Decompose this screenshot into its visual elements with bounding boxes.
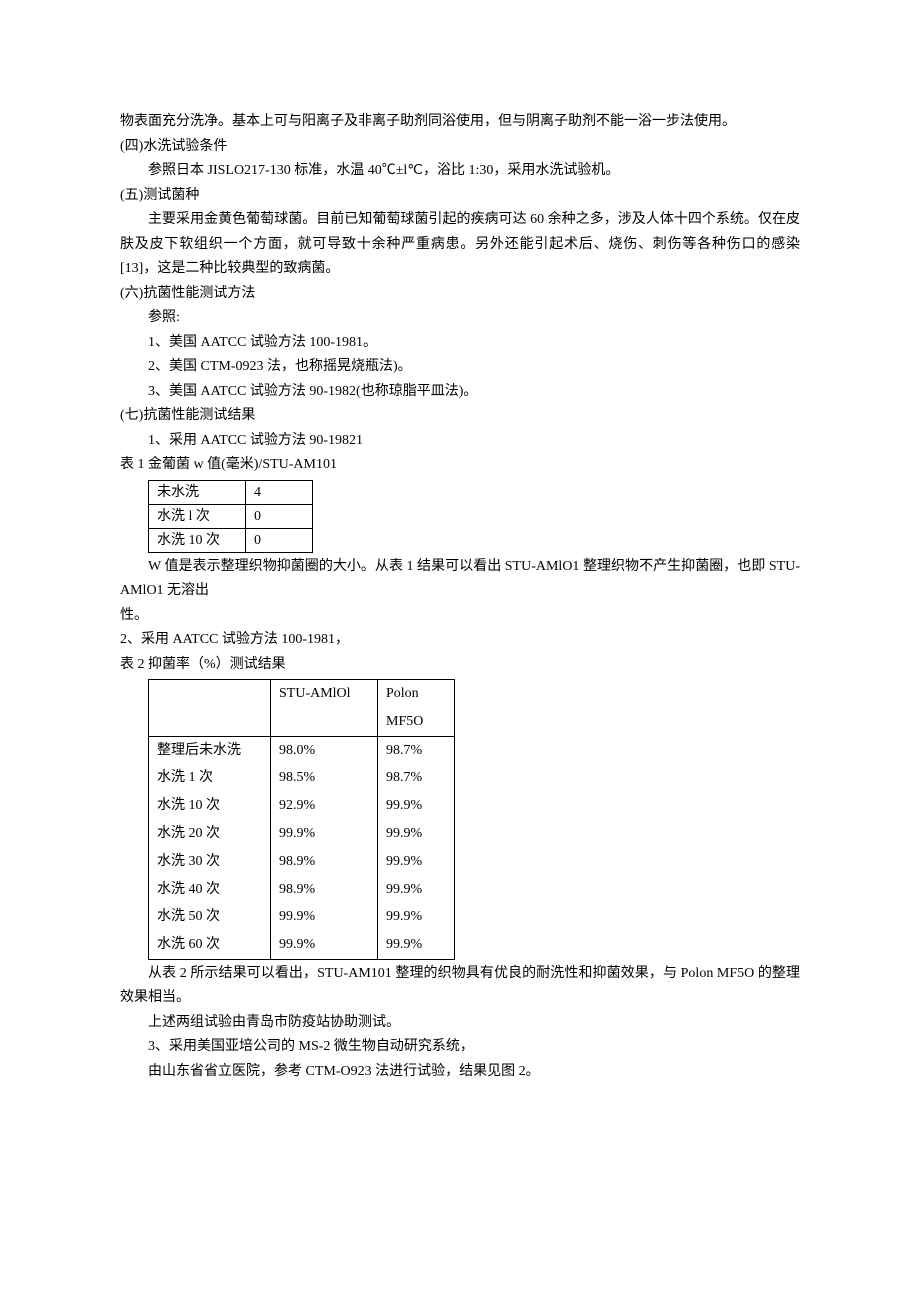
table-cell: 水洗 l 次 — [149, 504, 246, 528]
table-cell: 98.7% — [378, 764, 455, 792]
table-cell: 4 — [246, 480, 313, 504]
table-row: 水洗 30 次 98.9% 99.9% — [149, 848, 455, 876]
table-cell: 整理后未水洗 — [149, 736, 271, 764]
table-cell: 99.9% — [271, 820, 378, 848]
paragraph: 性。 — [120, 604, 800, 629]
paragraph: 参照日本 JISLO217-130 标准，水温 40℃±l℃，浴比 1:30，采… — [120, 159, 800, 184]
table-cell: 水洗 10 次 — [149, 528, 246, 552]
paragraph: 物表面充分洗净。基本上可与阳离子及非离子助剂同浴使用，但与阴离子助剂不能一浴一步… — [120, 110, 800, 135]
table-cell: 水洗 10 次 — [149, 792, 271, 820]
paragraph: 上述两组试验由青岛市防疫站协助测试。 — [120, 1011, 800, 1036]
table-header-cell: Polon — [378, 680, 455, 708]
table-cell: 99.9% — [378, 848, 455, 876]
table-cell: 98.0% — [271, 736, 378, 764]
table-header-row: MF5O — [149, 708, 455, 736]
table-cell: 98.9% — [271, 848, 378, 876]
table-cell: 水洗 1 次 — [149, 764, 271, 792]
paragraph: 主要采用金黄色葡萄球菌。目前已知葡萄球菌引起的疾病可达 60 余种之多，涉及人体… — [120, 208, 800, 282]
paragraph: 由山东省省立医院，参考 CTM-O923 法进行试验，结果见图 2。 — [120, 1060, 800, 1085]
list-item: 1、采用 AATCC 试验方法 90-19821 — [120, 429, 800, 454]
table-1: 未水洗 4 水洗 l 次 0 水洗 10 次 0 — [148, 480, 313, 553]
table-row: 水洗 l 次 0 — [149, 504, 313, 528]
table-row: 水洗 40 次 98.9% 99.9% — [149, 876, 455, 904]
table-caption-2: 表 2 抑菌率（%）测试结果 — [120, 653, 800, 678]
section-heading-7: (七)抗菌性能测试结果 — [120, 404, 800, 429]
table-cell: 水洗 30 次 — [149, 848, 271, 876]
table-cell: 水洗 40 次 — [149, 876, 271, 904]
table-cell: 99.9% — [378, 792, 455, 820]
paragraph: 参照: — [120, 306, 800, 331]
table-cell: 水洗 50 次 — [149, 903, 271, 931]
table-cell: 98.9% — [271, 876, 378, 904]
table-cell: 水洗 20 次 — [149, 820, 271, 848]
table-row: 水洗 20 次 99.9% 99.9% — [149, 820, 455, 848]
paragraph: W 值是表示整理织物抑菌圈的大小。从表 1 结果可以看出 STU-AMlO1 整… — [120, 555, 800, 604]
table-cell: 0 — [246, 504, 313, 528]
table-row: 水洗 10 次 0 — [149, 528, 313, 552]
paragraph: 从表 2 所示结果可以看出，STU-AM101 整理的织物具有优良的耐洗性和抑菌… — [120, 962, 800, 1011]
table-cell: 水洗 60 次 — [149, 931, 271, 959]
table-row: 水洗 50 次 99.9% 99.9% — [149, 903, 455, 931]
section-heading-5: (五)测试菌种 — [120, 184, 800, 209]
table-cell: 98.5% — [271, 764, 378, 792]
table-header-cell — [149, 680, 271, 708]
list-item: 2、美国 CTM-0923 法，也称摇晃烧瓶法)。 — [120, 355, 800, 380]
table-cell: 99.9% — [271, 931, 378, 959]
table-header-cell: MF5O — [378, 708, 455, 736]
paragraph: 3、采用美国亚培公司的 MS-2 微生物自动研究系统， — [120, 1035, 800, 1060]
table-header-cell — [271, 708, 378, 736]
list-item: 1、美国 AATCC 试验方法 100-1981。 — [120, 331, 800, 356]
table-row: 未水洗 4 — [149, 480, 313, 504]
table-cell: 98.7% — [378, 736, 455, 764]
table-cell: 0 — [246, 528, 313, 552]
table-cell: 92.9% — [271, 792, 378, 820]
table-row: 水洗 10 次 92.9% 99.9% — [149, 792, 455, 820]
document-page: 物表面充分洗净。基本上可与阳离子及非离子助剂同浴使用，但与阴离子助剂不能一浴一步… — [0, 0, 920, 1144]
section-heading-6: (六)抗菌性能测试方法 — [120, 282, 800, 307]
table-2: STU-AMlOl Polon MF5O 整理后未水洗 98.0% 98.7% … — [148, 679, 455, 960]
table-cell: 99.9% — [378, 876, 455, 904]
table-caption-1: 表 1 金葡菌 w 值(毫米)/STU-AM101 — [120, 453, 800, 478]
table-header-cell: STU-AMlOl — [271, 680, 378, 708]
table-row: 水洗 1 次 98.5% 98.7% — [149, 764, 455, 792]
table-row: 水洗 60 次 99.9% 99.9% — [149, 931, 455, 959]
table-cell: 99.9% — [378, 820, 455, 848]
table-cell: 99.9% — [378, 903, 455, 931]
paragraph: 2、采用 AATCC 试验方法 100-1981， — [120, 628, 800, 653]
table-cell: 99.9% — [378, 931, 455, 959]
table-header-cell — [149, 708, 271, 736]
list-item: 3、美国 AATCC 试验方法 90-1982(也称琼脂平皿法)。 — [120, 380, 800, 405]
table-cell: 99.9% — [271, 903, 378, 931]
table-cell: 未水洗 — [149, 480, 246, 504]
table-header-row: STU-AMlOl Polon — [149, 680, 455, 708]
section-heading-4: (四)水洗试验条件 — [120, 135, 800, 160]
table-row: 整理后未水洗 98.0% 98.7% — [149, 736, 455, 764]
